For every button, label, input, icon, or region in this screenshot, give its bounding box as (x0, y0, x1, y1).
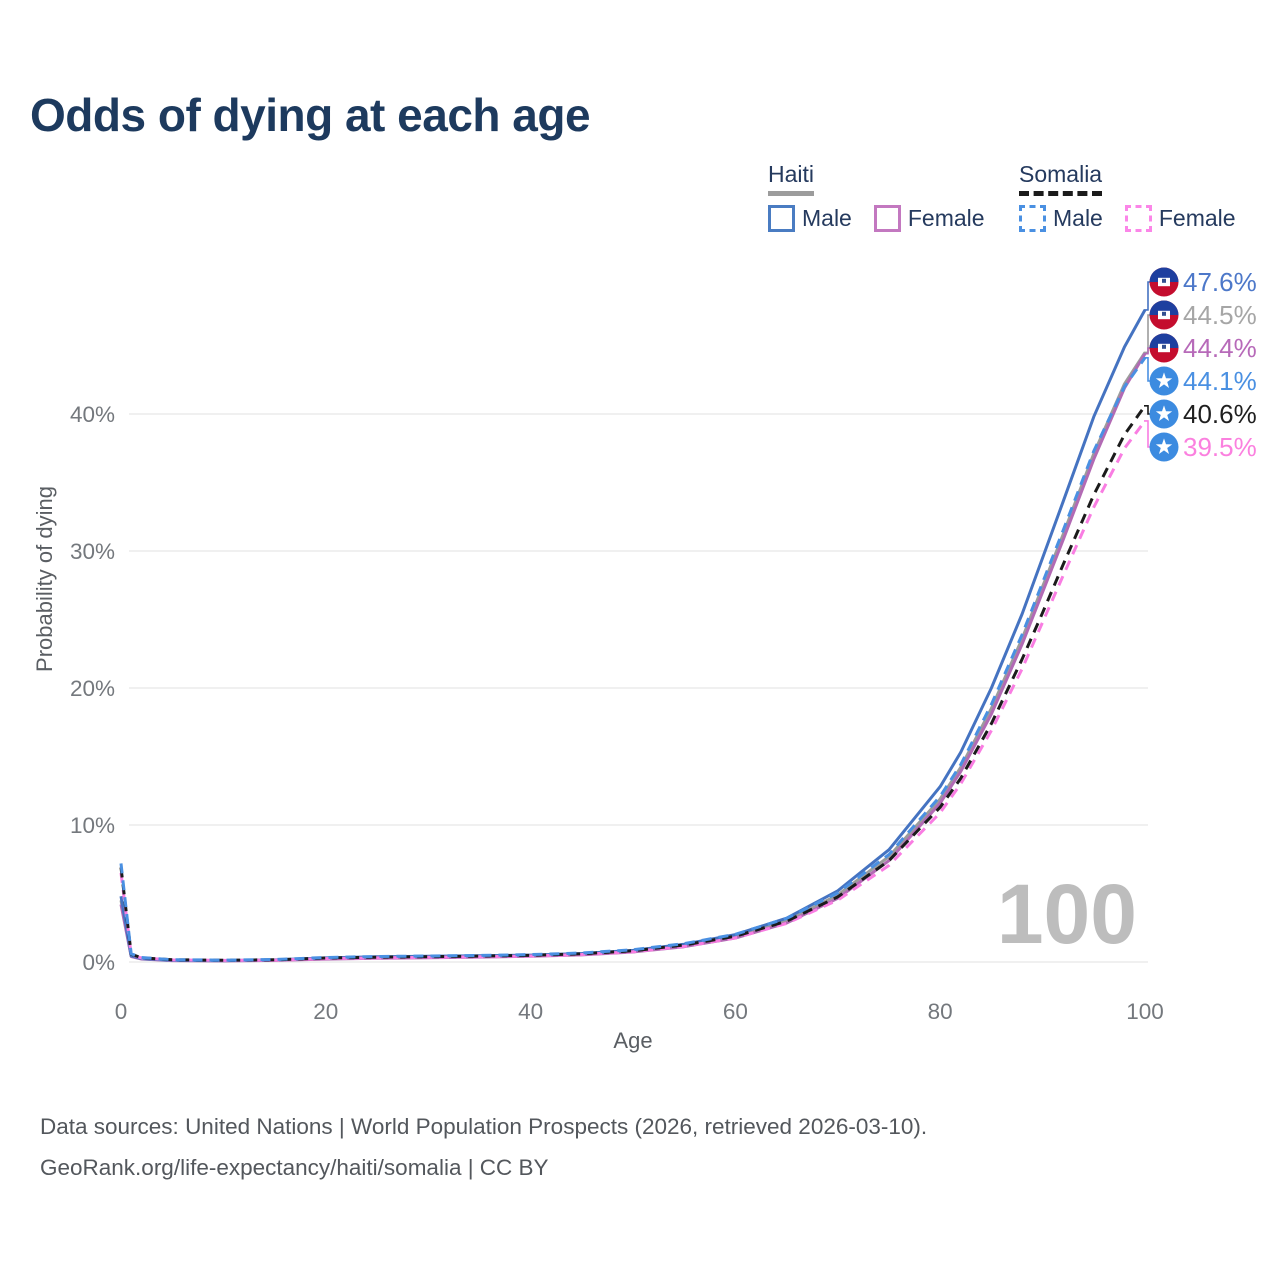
legend-country-haiti[interactable]: Haiti (768, 161, 815, 196)
y-tick-label: 20% (70, 676, 115, 701)
somalia-flag-icon (1149, 432, 1179, 462)
plot-svg: 0%10%20%30%40%0 20 40 60 80 10010047.6%44.5%4… (70, 267, 1257, 1024)
somalia-male-swatch (1019, 205, 1046, 232)
x-tick-label: 0 (115, 999, 128, 1024)
series-line-somalia-male[interactable] (119, 356, 1147, 962)
haiti-female-swatch (873, 205, 901, 232)
end-label-haiti-female: 44.4% (1183, 333, 1257, 363)
x-tick-label: 20 (313, 999, 338, 1024)
end-label-haiti: 44.5% (1183, 300, 1257, 330)
legend-label-haiti-male: Male (802, 205, 852, 231)
somalia-flag-icon (1149, 366, 1179, 396)
haiti-male-swatch (768, 205, 795, 232)
somalia-flag-icon (1149, 399, 1179, 429)
end-label-somalia-female: 39.5% (1183, 432, 1257, 462)
x-tick-label: 80 (928, 999, 953, 1024)
x-tick-label: 60 (723, 999, 748, 1024)
series-line-somalia[interactable] (119, 404, 1147, 962)
legend-label-somalia-female: Female (1158, 205, 1236, 231)
page-title: Odds of dying at each age (30, 89, 591, 141)
y-tick-label: 40% (70, 402, 115, 427)
x-tick-label: 100 (1126, 999, 1164, 1024)
legend-items-haiti: Male Female (768, 205, 985, 232)
legend-item-haiti-male[interactable]: Male (768, 205, 852, 232)
legend-label-haiti-female: Female (907, 205, 985, 231)
y-axis-title: Probability of dying (32, 486, 57, 672)
legend-item-somalia-male[interactable]: Male (1019, 205, 1103, 232)
series-line-haiti[interactable] (119, 351, 1147, 963)
end-label-haiti-male: 47.6% (1183, 267, 1257, 297)
somalia-female-swatch (1124, 205, 1152, 232)
footer-attribution: GeoRank.org/life-expectancy/haiti/somali… (40, 1155, 549, 1180)
end-label-somalia-male: 44.1% (1183, 366, 1257, 396)
haiti-flag-icon (1149, 333, 1179, 363)
haiti-flag-icon (1149, 300, 1179, 330)
x-axis-title: Age (613, 1028, 653, 1053)
legend-group-haiti: Haiti Male Female (768, 161, 985, 232)
series-line-haiti-male[interactable] (119, 309, 1147, 963)
legend-item-somalia-female[interactable]: Female (1124, 205, 1236, 232)
legend-group-somalia: Somalia Male Female (1019, 161, 1236, 232)
footer-data-sources: Data sources: United Nations | World Pop… (40, 1114, 928, 1139)
legend-items-somalia: Male Female (1019, 205, 1236, 232)
legend-item-haiti-female[interactable]: Female (873, 205, 985, 232)
y-tick-label: 10% (70, 813, 115, 838)
legend-label-somalia-male: Male (1053, 205, 1103, 231)
y-tick-label: 0% (82, 950, 115, 975)
watermark-age: 100 (997, 867, 1137, 961)
haiti-flag-icon (1149, 267, 1179, 297)
series-line-haiti-female[interactable] (119, 352, 1147, 963)
y-tick-label: 30% (70, 539, 115, 564)
legend-country-somalia[interactable]: Somalia (1019, 161, 1103, 196)
end-label-somalia: 40.6% (1183, 399, 1257, 429)
series-line-somalia-female[interactable] (119, 420, 1147, 962)
footer: Data sources: United Nations | World Pop… (40, 1106, 927, 1188)
x-tick-label: 40 (518, 999, 543, 1024)
